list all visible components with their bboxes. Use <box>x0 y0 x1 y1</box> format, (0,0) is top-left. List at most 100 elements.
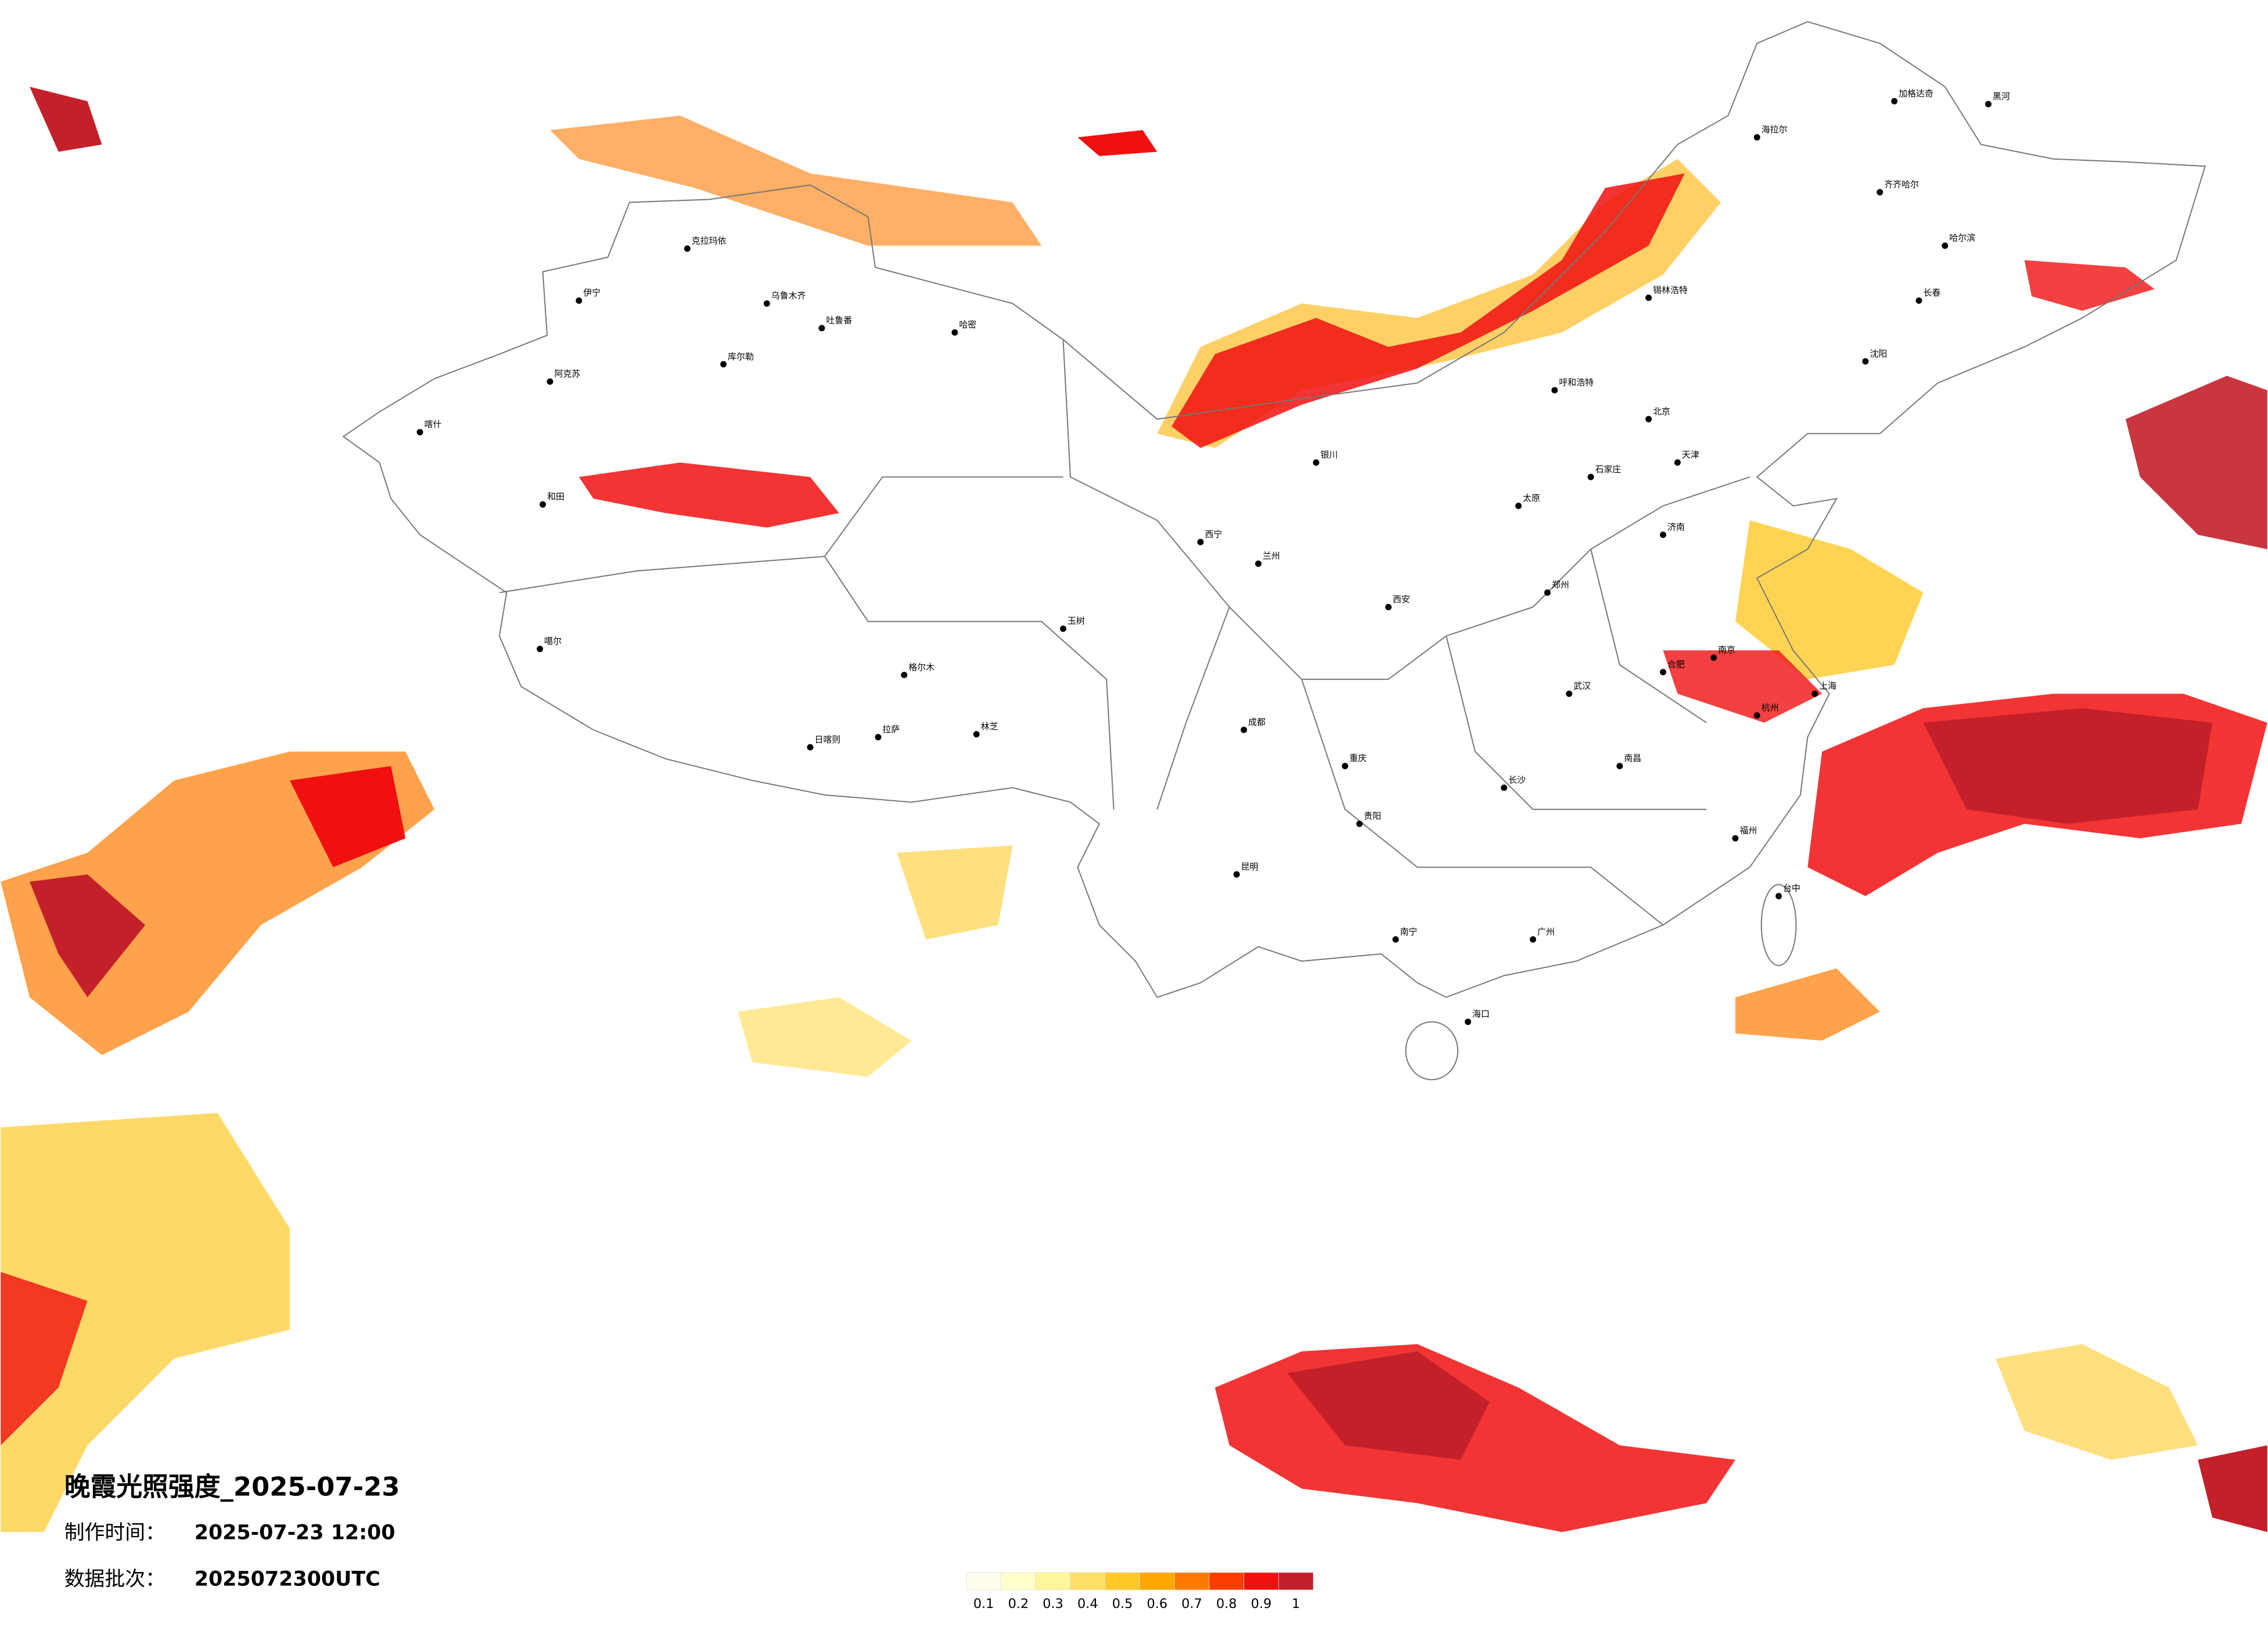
city-label: 乌鲁木齐 <box>771 290 806 301</box>
city-dot <box>1811 690 1818 697</box>
city-label: 克拉玛依 <box>692 236 727 246</box>
city-dot <box>1645 294 1652 301</box>
city-dot <box>807 744 814 751</box>
city-dot <box>1501 784 1508 791</box>
city-dot <box>1313 459 1320 466</box>
boundary <box>342 21 2206 1081</box>
city-dot <box>1659 531 1666 538</box>
legend-tick-label: 0.8 <box>1216 1596 1237 1611</box>
city-label: 南宁 <box>1400 926 1417 937</box>
city-label: 阿克苏 <box>554 369 580 379</box>
city-dot <box>1060 625 1067 632</box>
province-lines <box>499 339 1751 926</box>
city-label: 拉萨 <box>882 724 900 735</box>
city-dot <box>1255 560 1262 567</box>
city-dot <box>416 429 423 436</box>
city-label: 昆明 <box>1241 861 1259 872</box>
city-label: 呼和浩特 <box>1559 377 1594 388</box>
legend-swatch <box>1035 1572 1071 1591</box>
city-dot <box>1891 98 1898 105</box>
city-dot <box>1877 189 1884 196</box>
city-label: 海口 <box>1472 1009 1490 1019</box>
city-label: 南京 <box>1718 645 1735 655</box>
city-label: 重庆 <box>1349 753 1367 764</box>
city-label: 黑河 <box>1993 91 2010 102</box>
city-dot <box>540 501 547 508</box>
city-dot <box>1985 100 1992 107</box>
city-label: 兰州 <box>1263 551 1280 561</box>
batch-label: 数据批次： <box>64 1567 166 1591</box>
city-dot <box>951 329 958 336</box>
city-dot <box>1233 871 1240 878</box>
legend-tick-label: 1 <box>1292 1596 1300 1611</box>
legend-swatch <box>1174 1572 1210 1591</box>
city-label: 上海 <box>1819 681 1836 691</box>
city-label: 玉树 <box>1067 616 1085 626</box>
city-dot <box>1915 297 1922 304</box>
city-dot <box>1566 690 1573 697</box>
city-dot <box>1464 1019 1471 1026</box>
city-label: 林芝 <box>981 721 998 732</box>
city-dot <box>763 300 770 307</box>
city-dot <box>1616 762 1623 769</box>
city-dot <box>1645 416 1652 423</box>
city-label: 天津 <box>1682 449 1699 460</box>
city-label: 长春 <box>1923 287 1940 298</box>
hainan <box>1405 1021 1459 1081</box>
legend-tick-label: 0.5 <box>1112 1596 1133 1611</box>
city-dot <box>1385 603 1392 610</box>
made-label: 制作时间： <box>64 1521 166 1545</box>
city-label: 贵阳 <box>1364 811 1381 821</box>
city-label: 西宁 <box>1205 529 1222 539</box>
city-label: 成都 <box>1248 717 1266 727</box>
city-label: 太原 <box>1523 493 1540 503</box>
legend-tick-label: 0.6 <box>1147 1596 1168 1611</box>
city-label: 石家庄 <box>1595 464 1621 474</box>
legend-swatch <box>966 1572 1001 1591</box>
city-dot <box>901 671 908 678</box>
city-label: 合肥 <box>1667 659 1685 670</box>
legend-swatch <box>1070 1572 1106 1591</box>
city-dot <box>875 733 882 740</box>
city-dot <box>1710 654 1717 661</box>
city-label: 西安 <box>1393 594 1410 605</box>
city-label: 哈尔滨 <box>1949 233 1975 243</box>
city-label: 台中 <box>1783 883 1800 894</box>
city-dot <box>1587 473 1594 480</box>
city-dot <box>1544 589 1551 596</box>
city-label: 哈密 <box>959 319 976 330</box>
city-dot <box>720 361 727 368</box>
city-label: 福州 <box>1739 825 1757 836</box>
batch: 2025072300UTC <box>195 1567 380 1591</box>
city-dot <box>818 325 825 332</box>
legend-swatch <box>1105 1572 1140 1591</box>
country-outline <box>342 21 2206 998</box>
legend-swatch <box>1140 1572 1175 1591</box>
city-dot <box>576 297 583 304</box>
city-dot <box>1753 712 1760 719</box>
legend-swatch <box>1278 1572 1314 1591</box>
city-dot <box>1515 502 1522 509</box>
city-dot <box>1529 936 1536 943</box>
legend-tick-label: 0.1 <box>973 1596 994 1611</box>
city-label: 武汉 <box>1573 681 1591 691</box>
city-dot <box>547 378 553 385</box>
city-label: 齐齐哈尔 <box>1884 179 1919 190</box>
city-label: 南昌 <box>1624 753 1641 764</box>
city-label: 锡林浩特 <box>1653 285 1688 295</box>
city-dot <box>537 646 544 652</box>
city-label: 格尔木 <box>908 662 934 672</box>
made-time: 2025-07-23 12:00 <box>195 1521 396 1545</box>
city-dot <box>1356 821 1363 828</box>
city-label: 噶尔 <box>544 636 562 646</box>
city-dot <box>1674 459 1681 466</box>
city-label: 日喀则 <box>814 734 840 744</box>
taiwan <box>1760 884 1797 966</box>
heat-layer <box>1 87 2267 1533</box>
city-label: 和田 <box>547 491 565 502</box>
city-label: 库尔勒 <box>728 351 754 362</box>
city-dot <box>1862 358 1869 365</box>
